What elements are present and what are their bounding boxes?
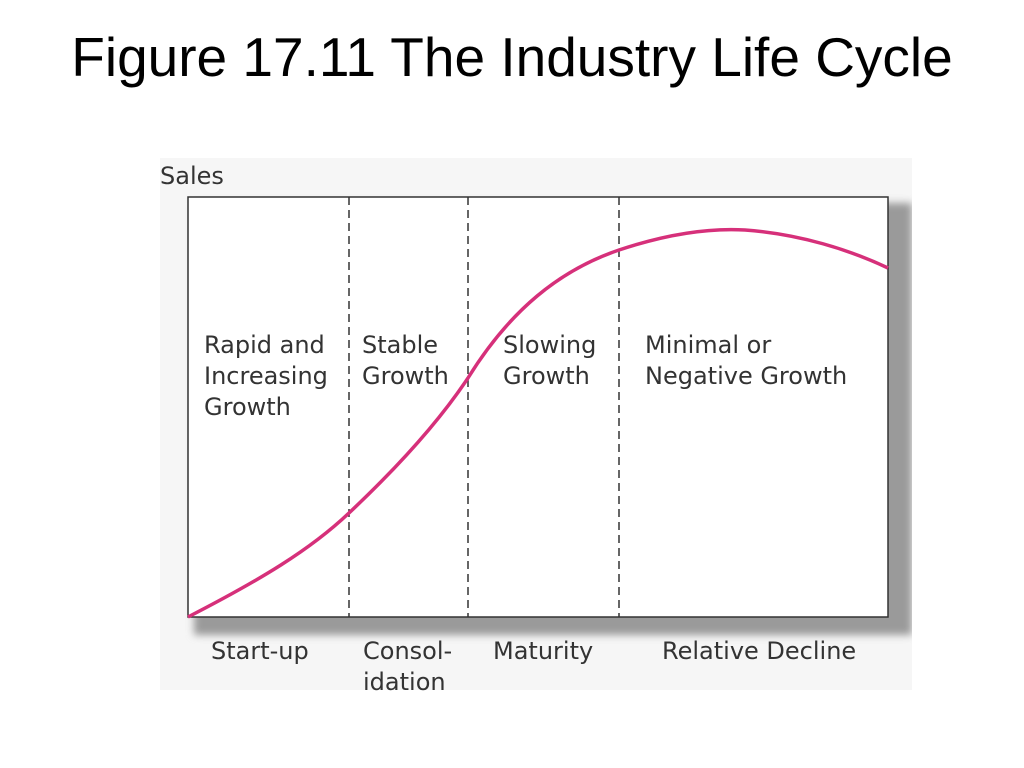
life-cycle-curve xyxy=(187,227,889,619)
stage-description: Growth xyxy=(362,362,449,390)
stage-description: Growth xyxy=(503,362,590,390)
plot-box xyxy=(187,196,889,618)
stage-description: Slowing xyxy=(503,331,596,359)
stage-name: Start-up xyxy=(211,637,309,665)
slide-title: Figure 17.11 The Industry Life Cycle xyxy=(71,26,953,88)
stage-name: Maturity xyxy=(493,637,593,665)
axis-label: Sales xyxy=(160,162,224,190)
stage-description: Stable xyxy=(362,331,438,359)
stage-description: Rapid and xyxy=(204,331,325,359)
stage-description: Minimal or xyxy=(645,331,771,359)
stage-name: Consol- xyxy=(363,637,452,665)
stage-name: idation xyxy=(363,668,446,696)
stage-name: Relative Decline xyxy=(662,637,856,665)
stage-description: Growth xyxy=(204,393,291,421)
stage-description: Increasing xyxy=(204,362,328,390)
stage-description: Negative Growth xyxy=(645,362,847,390)
